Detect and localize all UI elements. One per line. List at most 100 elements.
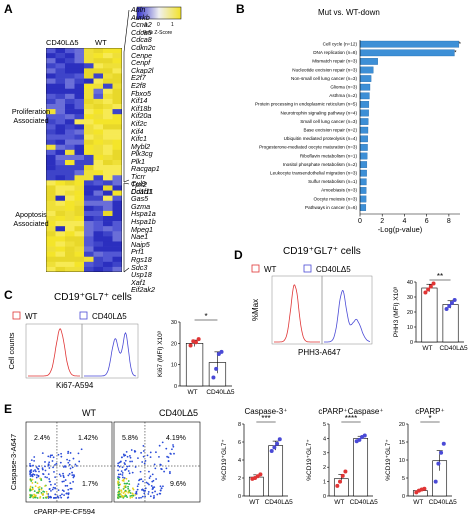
heatmap-cell — [103, 144, 113, 151]
scatter-dot — [169, 470, 171, 473]
heatmap-cell — [65, 144, 75, 151]
heatmap-cell — [65, 119, 75, 125]
pathway-x-tick-label: 4 — [402, 218, 406, 225]
scatter-dot — [42, 497, 45, 499]
scatter-dot — [52, 456, 55, 459]
apoptosis-gene-list: Cul9 Dcaf11 Gas5 Gzma Hspa1a Hspa1b Mpeg1 Nae1 N… — [131, 180, 181, 294]
heatmap-cell — [93, 124, 104, 130]
heatmap-cell — [65, 114, 75, 120]
panel-e-label: E — [4, 402, 13, 416]
apoptosis-group-label: Apoptosis Associated — [2, 210, 60, 228]
heatmap-cell — [93, 216, 104, 222]
scatter-dot — [75, 465, 78, 467]
scatter-dot — [119, 493, 122, 496]
scatter-dot — [47, 463, 50, 466]
scatter-dot — [54, 487, 57, 490]
phh3-data-point — [431, 281, 436, 286]
scatter-dot — [147, 491, 150, 493]
heatmap-cell — [84, 98, 94, 105]
histogram-cd40 — [84, 332, 137, 377]
heatmap-cell — [46, 226, 56, 232]
gene-label: Ckap2l — [131, 65, 154, 75]
apoptosis-label-line: Associated — [13, 219, 49, 228]
apoptosis-bar-1-cat-label: WT — [249, 499, 259, 506]
heatmap-cell — [46, 104, 56, 110]
ki67-data-point — [216, 352, 221, 356]
gene-label: Kif2c — [131, 118, 147, 128]
scatter-dot — [49, 480, 51, 483]
legend-cd40-swatch — [303, 264, 312, 273]
scatter-dot — [38, 470, 40, 473]
scatter-dot — [29, 463, 31, 465]
ki67-y-tick-label: 20 — [171, 341, 177, 347]
heatmap-cell — [74, 266, 85, 272]
pathway-category-label: Progesterone-mediated oocyte maturation … — [259, 145, 357, 150]
scatter-dot — [117, 464, 120, 467]
scatter-dot — [120, 489, 123, 492]
pathway-category-label: Amoebiasis (n=3) — [321, 188, 357, 193]
apoptosis-bar-1-y-axis-label: %CD19⁺GL7⁺ — [221, 439, 228, 481]
heatmap-cell — [103, 170, 113, 176]
heatmap-cell — [112, 190, 122, 196]
scatter-dot — [36, 467, 39, 470]
heatmap-cell — [65, 236, 75, 242]
scatter-dot — [135, 497, 138, 499]
scatter-dot — [51, 488, 54, 491]
scatter-dot — [48, 467, 51, 469]
heatmap-cell — [46, 231, 56, 237]
gene-label: Dcaf11 — [131, 186, 154, 196]
heatmap-cell — [93, 48, 104, 54]
scatter-dot — [124, 459, 127, 462]
gene-label: Hspa1b — [131, 216, 156, 226]
scatter-dot — [47, 455, 50, 458]
heatmap-cell — [112, 185, 122, 191]
heatmap-cell — [93, 154, 104, 161]
apoptosis-bar-1-data-point — [269, 449, 274, 453]
heatmap-cell — [74, 160, 85, 166]
phh3-y-tick-label: 0 — [410, 340, 413, 346]
scatter-dot — [165, 467, 168, 470]
heatmap-cell — [84, 83, 94, 90]
heatmap-cell — [55, 73, 66, 79]
pathway-category-label: Non-small cell lung cancer (n=3) — [291, 76, 357, 81]
scatter-dot — [148, 477, 151, 479]
gene-label: Cenpf — [131, 58, 151, 68]
scatter-dot — [128, 472, 131, 475]
heatmap-cell — [84, 195, 94, 202]
heatmap-cell — [103, 266, 113, 272]
scatter-dot — [31, 488, 34, 491]
scatter-dot — [33, 490, 36, 492]
heatmap-cell — [93, 226, 104, 232]
heatmap-cell — [103, 63, 113, 69]
heatmap-cell — [84, 53, 94, 59]
scatter-dot — [49, 495, 52, 498]
pathway-bar — [359, 92, 370, 100]
heatmap-cell — [74, 109, 85, 115]
heatmap-color-legend: -1 0 1 Row Z-Score — [136, 6, 182, 36]
scatter-dot — [143, 492, 146, 495]
scatter-dot — [69, 467, 72, 470]
scatter-dot — [142, 480, 144, 483]
scatter-x-axis-label: cPARP-PE-CF594 — [34, 507, 95, 516]
heatmap-cell — [74, 216, 85, 222]
scatter-dot — [51, 454, 54, 457]
pathway-category-label: Pathways in cancer (n=6) — [305, 205, 357, 210]
apoptosis-bar-3-y-axis-label: %CD19⁺GL7⁺ — [385, 439, 392, 481]
heatmap-cell — [93, 256, 104, 263]
scatter-dot — [30, 480, 33, 482]
heatmap-cell — [93, 210, 104, 217]
apoptosis-bar-1-y-tick-label: 0 — [238, 494, 241, 500]
heatmap-cell — [46, 63, 56, 69]
heatmap-cell — [84, 251, 94, 258]
scatter-dot — [61, 489, 64, 492]
heatmap-cell — [65, 139, 75, 146]
gene-label: Usp18 — [131, 270, 152, 280]
heatmap-cell — [93, 134, 104, 140]
scatter-dot — [122, 478, 125, 481]
heatmap-cell — [84, 154, 94, 161]
scatter-dot — [67, 452, 69, 455]
scatter-dot — [46, 476, 48, 479]
heatmap-cell — [84, 93, 94, 100]
pathway-x-axis-label: -Log(p-value) — [378, 225, 423, 234]
scatter-dot — [141, 461, 144, 463]
